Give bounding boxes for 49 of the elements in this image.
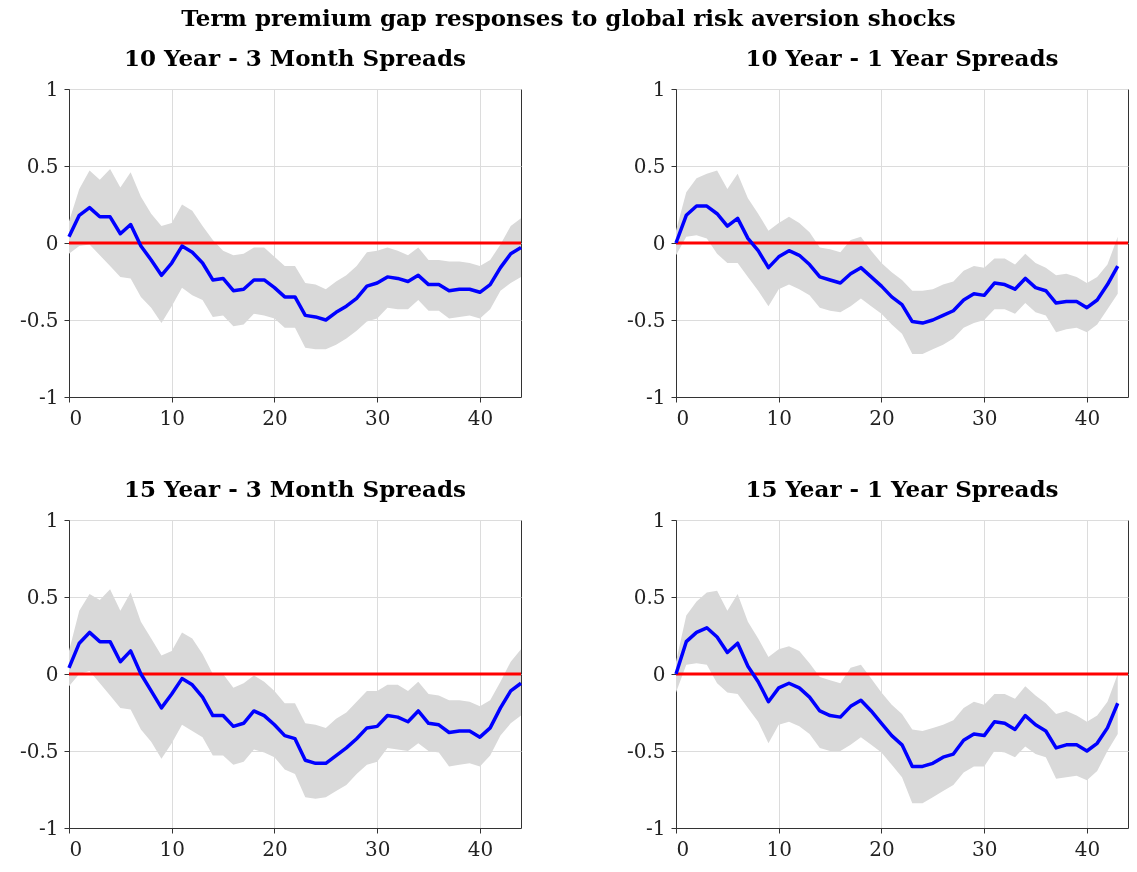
x-tick-label: 30 xyxy=(364,836,391,861)
x-tick-label: 10 xyxy=(766,836,792,861)
y-tick-label: 0.5 xyxy=(26,584,59,609)
y-tick-label: -0.5 xyxy=(19,738,59,763)
y-tick-label: 0.5 xyxy=(26,153,59,178)
x-tick-label: 10 xyxy=(766,405,792,430)
x-tick-label: 10 xyxy=(159,836,185,861)
x-tick-label: 20 xyxy=(262,836,288,861)
y-tick-label: 0 xyxy=(652,661,666,686)
y-tick-label: -1 xyxy=(39,384,59,409)
y-tick-label: 0 xyxy=(45,661,59,686)
x-tick-label: 20 xyxy=(869,405,895,430)
x-tick-label: 10 xyxy=(159,405,185,430)
y-tick-label: -1 xyxy=(646,384,666,409)
y-tick-label: -1 xyxy=(646,815,666,840)
x-tick-label: 20 xyxy=(262,405,288,430)
x-tick-label: 40 xyxy=(467,405,494,430)
chart-title: 15 Year - 3 Month Spreads xyxy=(124,475,466,502)
x-tick-label: 20 xyxy=(869,836,895,861)
x-tick-label: 30 xyxy=(971,836,998,861)
x-tick-label: 0 xyxy=(676,836,690,861)
y-tick-label: 1 xyxy=(652,507,666,532)
x-tick-label: 0 xyxy=(69,405,83,430)
line-series xyxy=(674,626,1120,769)
x-tick-label: 30 xyxy=(364,405,391,430)
x-tick-label: 40 xyxy=(1074,836,1101,861)
y-tick-label: -0.5 xyxy=(626,738,666,763)
y-tick-label: 0.5 xyxy=(633,153,666,178)
y-tick-label: 1 xyxy=(45,507,59,532)
y-tick-label: -0.5 xyxy=(626,307,666,332)
x-tick-label: 0 xyxy=(69,836,83,861)
y-tick-label: 1 xyxy=(45,76,59,101)
y-tick-label: -0.5 xyxy=(19,307,59,332)
x-tick-label: 40 xyxy=(1074,405,1101,430)
x-tick-label: 0 xyxy=(676,405,690,430)
y-tick-label: 0 xyxy=(45,230,59,255)
y-tick-label: 0.5 xyxy=(633,584,666,609)
y-tick-label: 0 xyxy=(652,230,666,255)
chart-title: 10 Year - 3 Month Spreads xyxy=(124,44,466,71)
x-tick-label: 40 xyxy=(467,836,494,861)
line-series xyxy=(67,205,523,322)
line-series xyxy=(674,204,1120,325)
x-tick-label: 30 xyxy=(971,405,998,430)
chart-title: 15 Year - 1 Year Spreads xyxy=(745,475,1059,502)
text: Term premium gap responses to global risk aversion shocks xyxy=(180,4,957,31)
y-tick-label: 1 xyxy=(652,76,666,101)
line-series xyxy=(67,630,523,766)
chart-title: 10 Year - 1 Year Spreads xyxy=(745,44,1059,71)
y-tick-label: -1 xyxy=(39,815,59,840)
